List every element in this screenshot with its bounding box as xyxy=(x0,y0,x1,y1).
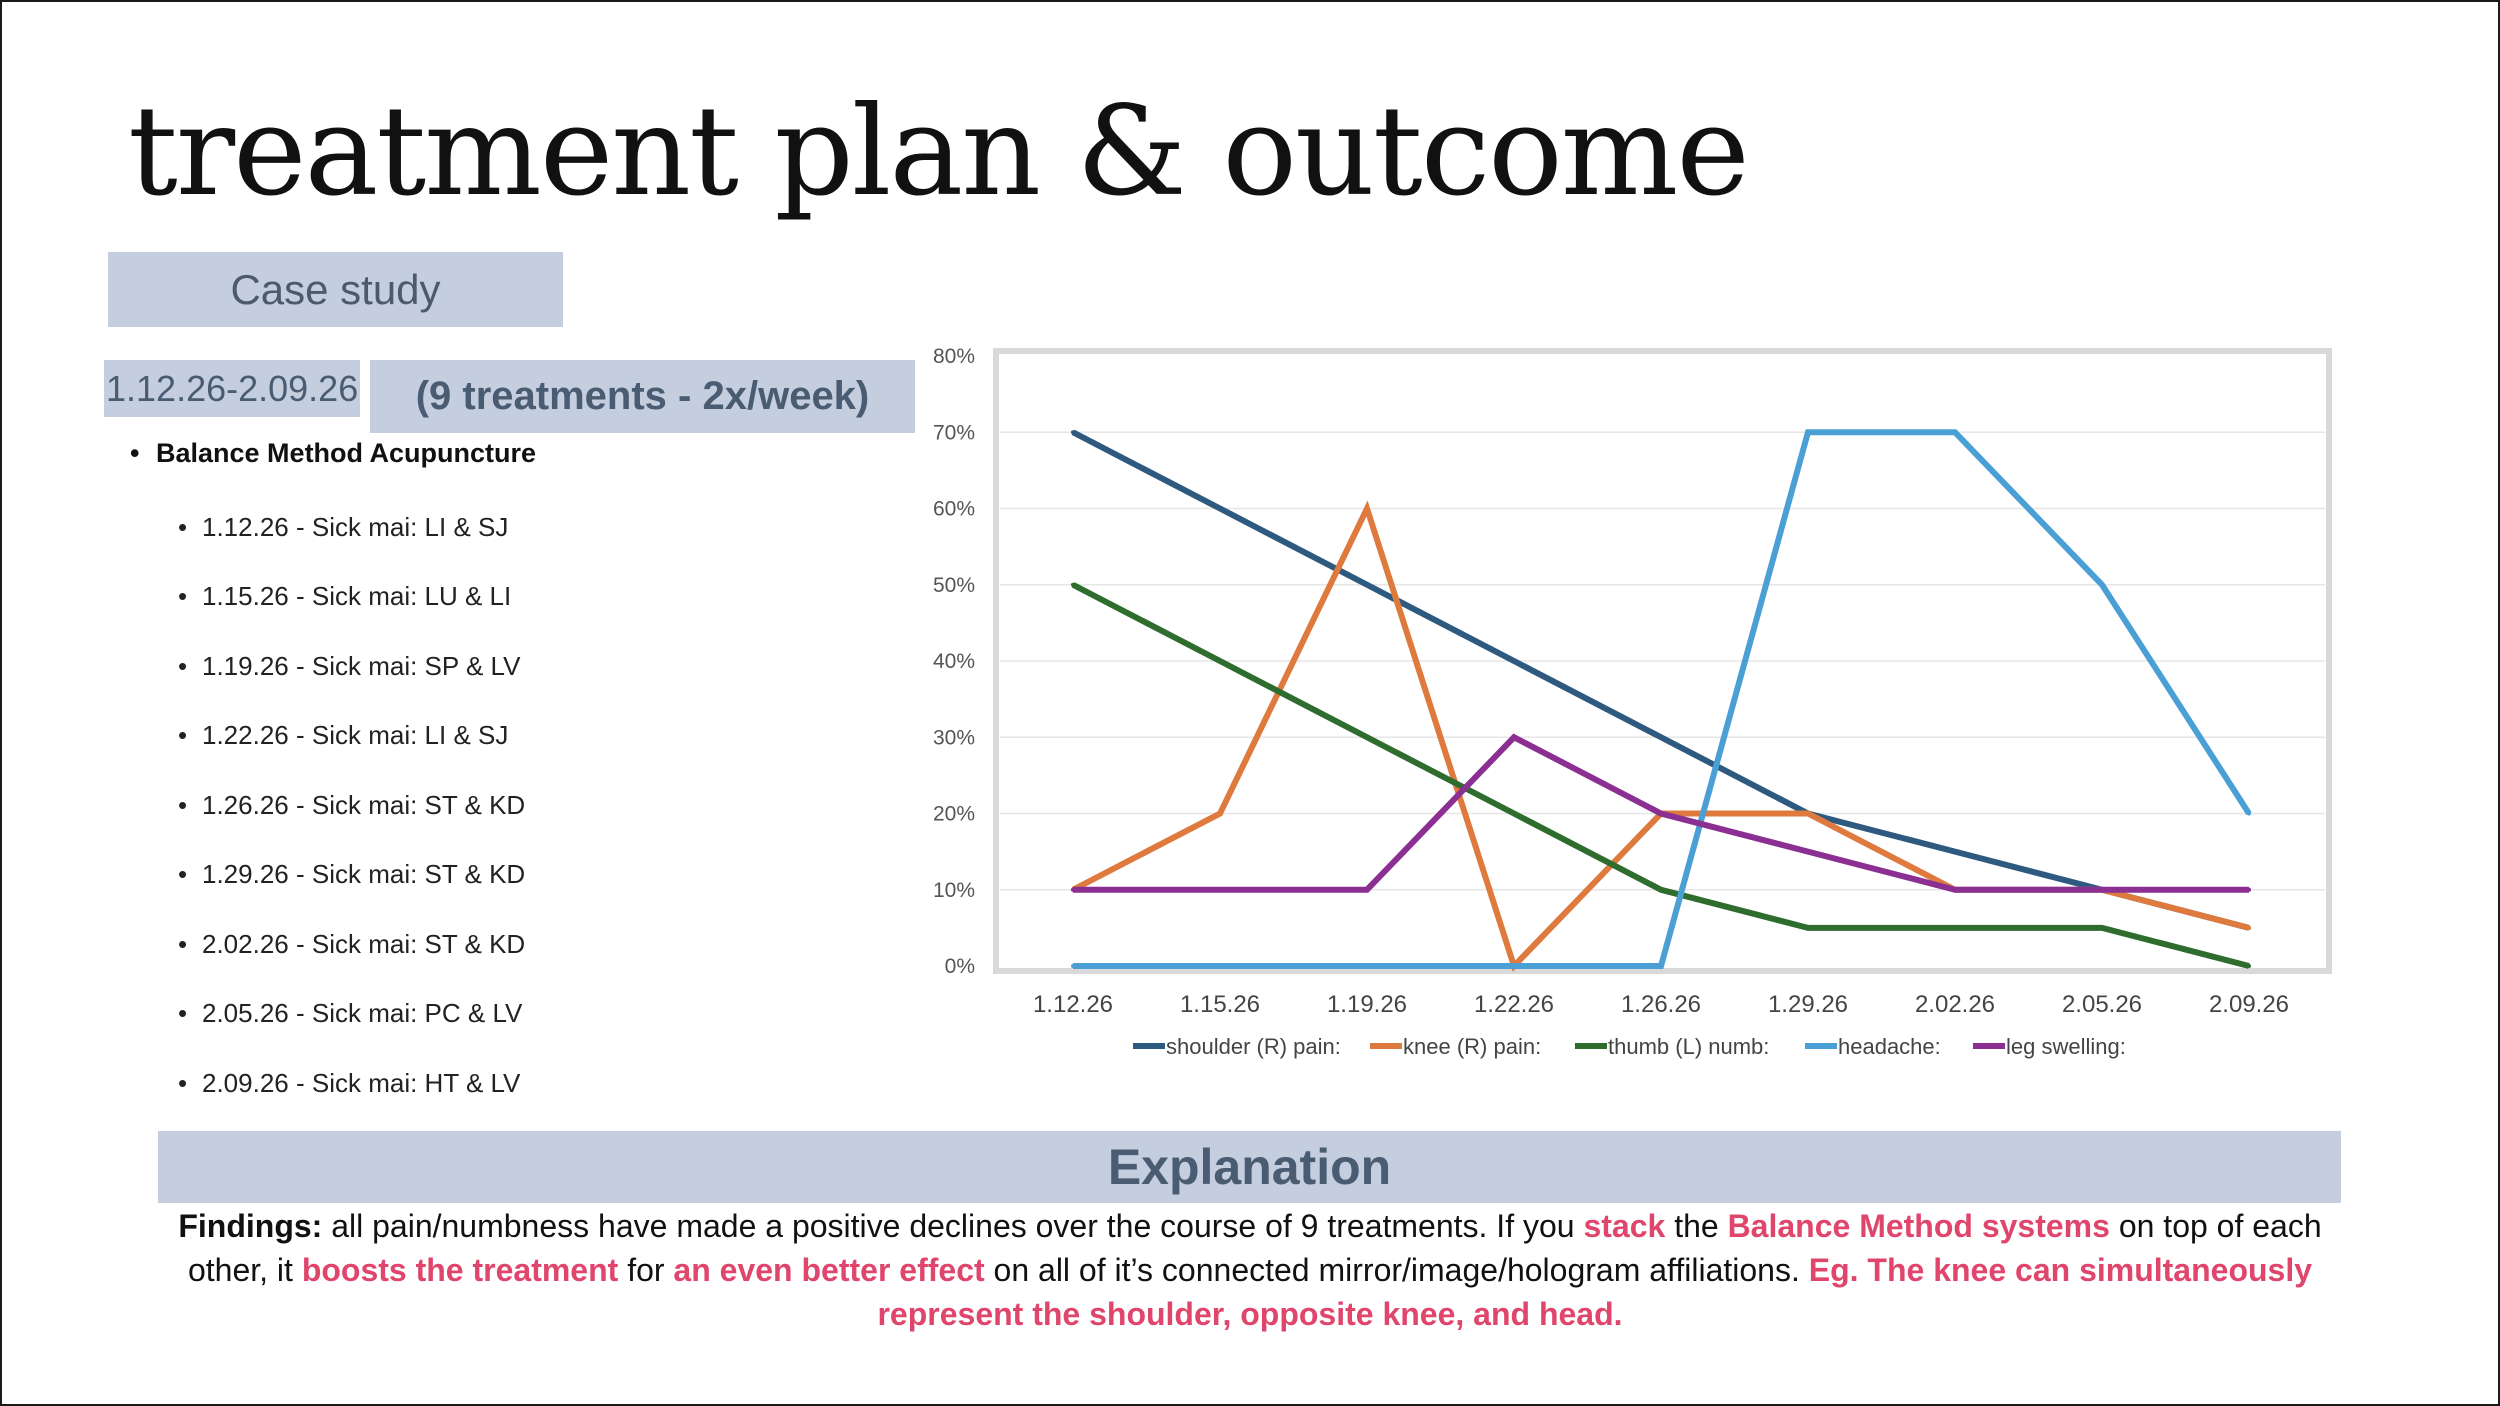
data-point-leg xyxy=(1806,849,1810,854)
data-point-knee xyxy=(1806,811,1810,816)
method-bullet: Balance Method Acupuncture xyxy=(130,438,536,469)
data-point-leg xyxy=(1953,887,1957,892)
data-point-leg xyxy=(2100,887,2104,892)
data-point-headache xyxy=(2247,811,2251,816)
data-point-thumb xyxy=(1512,811,1516,816)
data-point-headache xyxy=(1218,964,1222,968)
findings-label: Findings: xyxy=(178,1208,323,1244)
highlight-boosts: boosts the treatment xyxy=(301,1252,619,1288)
y-tick-label: 20% xyxy=(933,803,975,826)
data-point-headache xyxy=(1365,964,1369,968)
data-point-headache xyxy=(1659,964,1663,968)
data-point-headache xyxy=(1512,964,1516,968)
data-point-thumb xyxy=(1806,925,1810,930)
x-tick-label: 2.05.26 xyxy=(2062,991,2142,1018)
data-point-shoulder xyxy=(1659,735,1663,740)
data-point-thumb xyxy=(1953,925,1957,930)
x-tick-label: 1.22.26 xyxy=(1474,991,1554,1018)
data-point-thumb xyxy=(1218,659,1222,663)
explanation-text: Findings: all pain/numbness have made a … xyxy=(160,1204,2340,1336)
session-item: 1.12.26 - Sick mai: LI & SJ xyxy=(178,512,508,543)
data-point-leg xyxy=(1512,735,1516,740)
highlight-better-effect: an even better effect xyxy=(673,1252,985,1288)
data-point-shoulder xyxy=(1365,582,1369,587)
session-item: 2.09.26 - Sick mai: HT & LV xyxy=(178,1068,520,1099)
highlight-example: Eg. The knee can simultaneously represen… xyxy=(877,1252,2313,1332)
y-tick-label: 10% xyxy=(933,879,975,902)
session-item: 2.02.26 - Sick mai: ST & KD xyxy=(178,929,525,960)
data-point-knee xyxy=(1218,811,1222,816)
y-tick-label: 60% xyxy=(933,498,975,521)
date-range-label: 1.12.26-2.09.26 xyxy=(104,360,360,417)
session-item: 2.05.26 - Sick mai: PC & LV xyxy=(178,998,522,1029)
y-tick-label: 0% xyxy=(945,955,975,978)
legend-label-knee: knee (R) pain: xyxy=(1403,1034,1541,1059)
explanation-segment: for xyxy=(618,1252,674,1288)
data-point-shoulder xyxy=(1218,506,1222,511)
explanation-heading: Explanation xyxy=(158,1131,2341,1203)
session-item: 1.26.26 - Sick mai: ST & KD xyxy=(178,790,525,821)
y-tick-label: 70% xyxy=(933,421,975,444)
data-point-leg xyxy=(2247,887,2251,892)
data-point-headache xyxy=(1806,430,1810,435)
explanation-segment: the xyxy=(1665,1208,1728,1244)
data-point-shoulder xyxy=(1512,659,1516,663)
data-point-thumb xyxy=(1071,582,1075,587)
legend-label-thumb: thumb (L) numb: xyxy=(1608,1034,1769,1059)
data-point-knee xyxy=(2247,925,2251,930)
data-point-shoulder xyxy=(1071,430,1075,435)
explanation-segment: all pain/numbness have made a positive d… xyxy=(322,1208,1584,1244)
treatment-count-label: (9 treatments - 2x/week) xyxy=(370,360,915,433)
x-tick-label: 1.29.26 xyxy=(1768,991,1848,1018)
slide-title: treatment plan & outcome xyxy=(128,80,1750,224)
data-point-shoulder xyxy=(1953,849,1957,854)
x-tick-label: 1.19.26 xyxy=(1327,991,1407,1018)
data-point-thumb xyxy=(1365,735,1369,740)
data-point-leg xyxy=(1659,811,1663,816)
session-item: 1.15.26 - Sick mai: LU & LI xyxy=(178,581,511,612)
highlight-balance-method: Balance Method systems xyxy=(1727,1208,2110,1244)
y-tick-label: 80% xyxy=(933,345,975,368)
legend-label-leg: leg swelling: xyxy=(2006,1034,2126,1059)
case-study-label: Case study xyxy=(108,252,563,327)
session-item: 1.22.26 - Sick mai: LI & SJ xyxy=(178,720,508,751)
y-tick-label: 40% xyxy=(933,650,975,673)
x-tick-label: 1.12.26 xyxy=(1033,991,1113,1018)
data-point-knee xyxy=(1365,506,1369,511)
x-tick-label: 2.09.26 xyxy=(2209,991,2289,1018)
session-item: 1.29.26 - Sick mai: ST & KD xyxy=(178,859,525,890)
data-point-leg xyxy=(1365,887,1369,892)
data-point-thumb xyxy=(1659,887,1663,892)
data-point-headache xyxy=(1071,964,1075,968)
x-tick-label: 1.26.26 xyxy=(1621,991,1701,1018)
data-point-thumb xyxy=(2247,964,2251,968)
data-point-headache xyxy=(2100,582,2104,587)
explanation-segment: on top of each other, it xyxy=(187,1208,2322,1288)
y-tick-label: 50% xyxy=(933,574,975,597)
data-point-leg xyxy=(1071,887,1075,892)
data-point-leg xyxy=(1218,887,1222,892)
x-tick-label: 2.02.26 xyxy=(1915,991,1995,1018)
data-point-thumb xyxy=(2100,925,2104,930)
legend-label-headache: headache: xyxy=(1838,1034,1941,1059)
y-tick-label: 30% xyxy=(933,726,975,749)
explanation-segment: on all of it’s connected mirror/image/ho… xyxy=(984,1252,1809,1288)
session-item: 1.19.26 - Sick mai: SP & LV xyxy=(178,651,520,682)
highlight-stack: stack xyxy=(1583,1208,1666,1244)
legend-label-shoulder: shoulder (R) pain: xyxy=(1166,1034,1341,1059)
x-tick-label: 1.15.26 xyxy=(1180,991,1260,1018)
data-point-headache xyxy=(1953,430,1957,435)
